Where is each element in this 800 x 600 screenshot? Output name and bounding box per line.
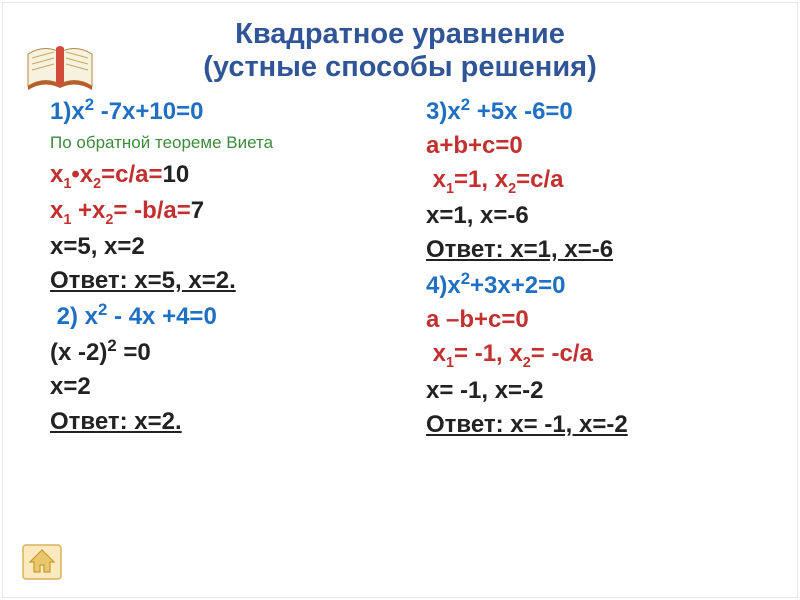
title-line-1: Квадратное уравнение bbox=[235, 18, 565, 50]
eq3-roots: x=1, x=-6 bbox=[426, 199, 760, 233]
page-title: Квадратное уравнение (устные способы реш… bbox=[0, 0, 800, 85]
eq3-line2: x1=1, x2=c/a bbox=[426, 163, 760, 199]
eq1-note: По обратной теореме Виета bbox=[50, 129, 384, 158]
eq2-line2: x=2 bbox=[50, 370, 384, 404]
eq4-header: 4)x2+3x+2=0 bbox=[426, 267, 760, 303]
eq3-line1: a+b+c=0 bbox=[426, 129, 760, 163]
eq4-answer: Ответ: x= -1, x=-2 bbox=[426, 408, 760, 442]
eq1-header: 1)x2 -7x+10=0 bbox=[50, 93, 384, 129]
eq2-header: 2) x2 - 4x +4=0 bbox=[50, 298, 384, 334]
eq1-roots: x=5, x=2 bbox=[50, 230, 384, 264]
left-column: 1)x2 -7x+10=0 По обратной теореме Виета … bbox=[50, 93, 384, 442]
eq4-line2: x1= -1, x2= -c/a bbox=[426, 337, 760, 373]
home-nav-icon[interactable] bbox=[22, 544, 62, 580]
eq3-answer: Ответ: x=1, x=-6 bbox=[426, 233, 760, 267]
eq1-product: x1•x2=c/a=10 bbox=[50, 158, 384, 194]
eq1-sum: x1 +x2= -b/a=7 bbox=[50, 194, 384, 230]
eq3-header: 3)x2 +5x -6=0 bbox=[426, 93, 760, 129]
eq2-line1: (x -2)2 =0 bbox=[50, 334, 384, 370]
right-column: 3)x2 +5x -6=0 a+b+c=0 x1=1, x2=c/a x=1, … bbox=[426, 93, 760, 442]
eq4-roots: x= -1, x=-2 bbox=[426, 374, 760, 408]
title-line-2: (устные способы решения) bbox=[203, 51, 596, 83]
eq4-line1: a –b+c=0 bbox=[426, 303, 760, 337]
eq1-answer: Ответ: x=5, x=2. bbox=[50, 264, 384, 298]
eq2-answer: Ответ: x=2. bbox=[50, 405, 384, 439]
